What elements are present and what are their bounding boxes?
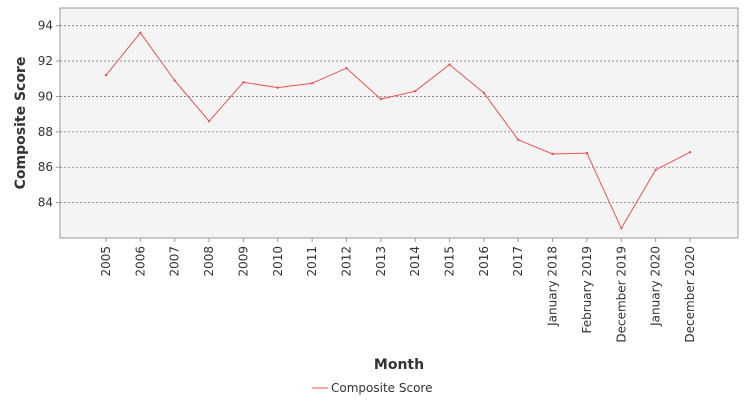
data-point — [585, 151, 589, 155]
data-point — [310, 81, 314, 85]
data-point — [345, 66, 348, 70]
x-tick-label: January 2020 — [649, 246, 663, 327]
legend: Composite Score — [312, 381, 432, 395]
x-tick-label: 2011 — [305, 246, 319, 277]
x-tick-label: February 2019 — [580, 246, 594, 334]
series-layer — [104, 31, 692, 230]
series-line — [105, 32, 691, 229]
data-point — [139, 31, 142, 34]
x-tick-label: 2012 — [339, 246, 353, 277]
data-point — [551, 152, 554, 156]
x-tick-label: 2008 — [202, 246, 216, 277]
data-point — [242, 81, 245, 84]
data-point — [688, 150, 692, 154]
data-point — [620, 227, 623, 230]
x-tick-label: 2013 — [374, 246, 388, 277]
y-axis-title: Composite Score — [13, 57, 29, 190]
x-tick-label: 2017 — [511, 246, 525, 277]
data-point — [482, 91, 486, 95]
legend-label: Composite Score — [331, 381, 432, 395]
data-point — [173, 79, 176, 82]
x-tick-label: 2005 — [99, 246, 113, 277]
x-axis-title: Month — [374, 357, 424, 373]
x-tick-label: December 2019 — [614, 246, 628, 343]
y-tick-label: 88 — [38, 125, 53, 139]
x-tick-label: January 2018 — [546, 246, 560, 327]
data-point — [517, 138, 520, 142]
y-tick-label: 84 — [38, 196, 53, 210]
x-tick-label: 2009 — [236, 246, 250, 277]
x-tick-label: 2006 — [133, 246, 147, 277]
x-axis: 2005 2006 2007 2008 2009 2010 2011 2012 2013 2014… — [99, 238, 697, 343]
data-point — [379, 97, 383, 101]
data-point — [104, 74, 108, 77]
x-tick-label: 2014 — [408, 246, 422, 277]
x-tick-label: 2007 — [168, 246, 182, 277]
data-point — [448, 63, 451, 66]
plot-area — [59, 7, 739, 239]
data-point — [276, 86, 279, 89]
grid-lines — [60, 25, 738, 204]
x-tick-label: 2015 — [443, 246, 457, 277]
data-point — [207, 120, 211, 123]
x-tick-label: 2010 — [271, 246, 285, 277]
x-tick-label: 2016 — [477, 246, 491, 277]
data-point — [413, 89, 417, 93]
x-tick-label: December 2020 — [683, 246, 697, 343]
y-tick-label: 90 — [38, 89, 53, 103]
y-tick-label: 92 — [38, 54, 53, 68]
y-tick-label: 86 — [38, 160, 53, 174]
y-tick-label: 94 — [38, 19, 53, 33]
data-point — [654, 168, 657, 172]
y-axis: 84 86 88 90 92 94 — [38, 19, 60, 210]
